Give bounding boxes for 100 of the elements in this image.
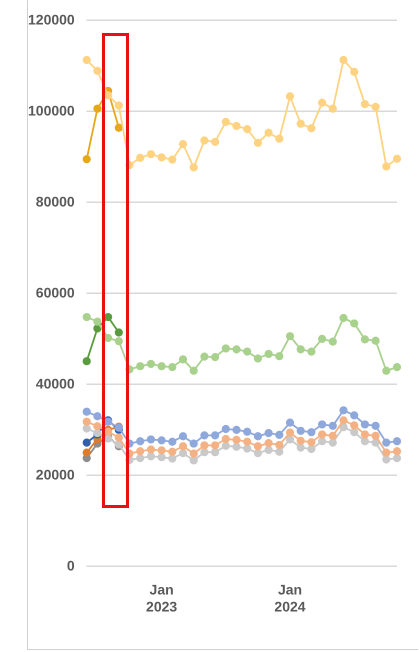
point [190, 456, 198, 464]
point [307, 438, 316, 446]
point [382, 455, 390, 464]
point [82, 418, 91, 426]
point [158, 362, 166, 370]
point [392, 447, 402, 456]
point [93, 104, 102, 113]
point [82, 438, 91, 447]
point [82, 408, 91, 416]
point [190, 439, 198, 448]
point [275, 352, 284, 360]
point [296, 426, 305, 435]
y-tick-label: 40000 [36, 375, 75, 392]
point [275, 448, 284, 456]
point [392, 437, 402, 446]
point [232, 436, 241, 444]
point [146, 452, 156, 460]
point [296, 345, 305, 354]
point [178, 140, 188, 148]
point [264, 350, 273, 358]
point [232, 426, 241, 434]
point [136, 154, 144, 162]
point [243, 438, 252, 446]
point [339, 416, 348, 424]
point [328, 438, 337, 447]
point [222, 344, 230, 353]
point [350, 421, 358, 430]
point [136, 454, 144, 462]
point [82, 424, 91, 433]
point [296, 120, 305, 128]
point [146, 435, 156, 444]
point [350, 428, 358, 436]
point [318, 334, 326, 343]
point [200, 448, 209, 456]
x-tick-label: Jan 2023 [146, 582, 178, 614]
y-tick-label: 100000 [28, 102, 75, 118]
point [93, 318, 102, 326]
point [211, 138, 220, 146]
point [318, 430, 326, 439]
point [82, 56, 91, 64]
point [114, 337, 123, 346]
point [222, 424, 230, 434]
point [190, 366, 198, 375]
point [243, 444, 252, 453]
point [190, 449, 198, 458]
point [264, 446, 273, 454]
point [222, 442, 230, 450]
point [382, 448, 390, 457]
point [243, 348, 252, 356]
point [158, 436, 166, 444]
point [232, 442, 241, 451]
point [328, 338, 337, 346]
point [168, 363, 176, 372]
point [93, 66, 102, 76]
point [82, 312, 91, 322]
point [360, 437, 369, 446]
point [382, 162, 390, 171]
point [360, 100, 369, 108]
y-tick-label: 0 [66, 557, 75, 574]
point [104, 312, 112, 322]
point [328, 432, 337, 440]
point [296, 436, 305, 445]
point [146, 360, 156, 368]
point [307, 444, 316, 454]
point [211, 353, 220, 362]
point [275, 440, 284, 450]
y-tick-label: 20000 [36, 466, 75, 482]
point [328, 422, 337, 430]
point [114, 434, 123, 442]
point [222, 434, 230, 444]
point [350, 411, 358, 420]
point [318, 420, 326, 429]
point [146, 150, 156, 158]
y-tick-label: 80000 [36, 193, 75, 210]
point [339, 406, 348, 414]
point [286, 92, 294, 100]
point [372, 102, 380, 111]
point [232, 345, 241, 354]
point [286, 428, 294, 437]
point [114, 328, 123, 337]
point [392, 363, 402, 372]
point [275, 430, 284, 440]
point [82, 357, 91, 366]
point [200, 136, 209, 145]
point [382, 438, 390, 447]
point [307, 348, 316, 356]
point [178, 449, 188, 458]
point [264, 438, 273, 448]
point [307, 428, 316, 436]
point [200, 352, 209, 361]
point [360, 335, 369, 344]
point [286, 418, 294, 427]
point [392, 154, 402, 163]
point [158, 453, 166, 462]
point [318, 437, 326, 446]
point [168, 454, 176, 463]
point [136, 447, 144, 456]
point [372, 336, 380, 345]
point [178, 432, 188, 440]
point [254, 138, 262, 147]
